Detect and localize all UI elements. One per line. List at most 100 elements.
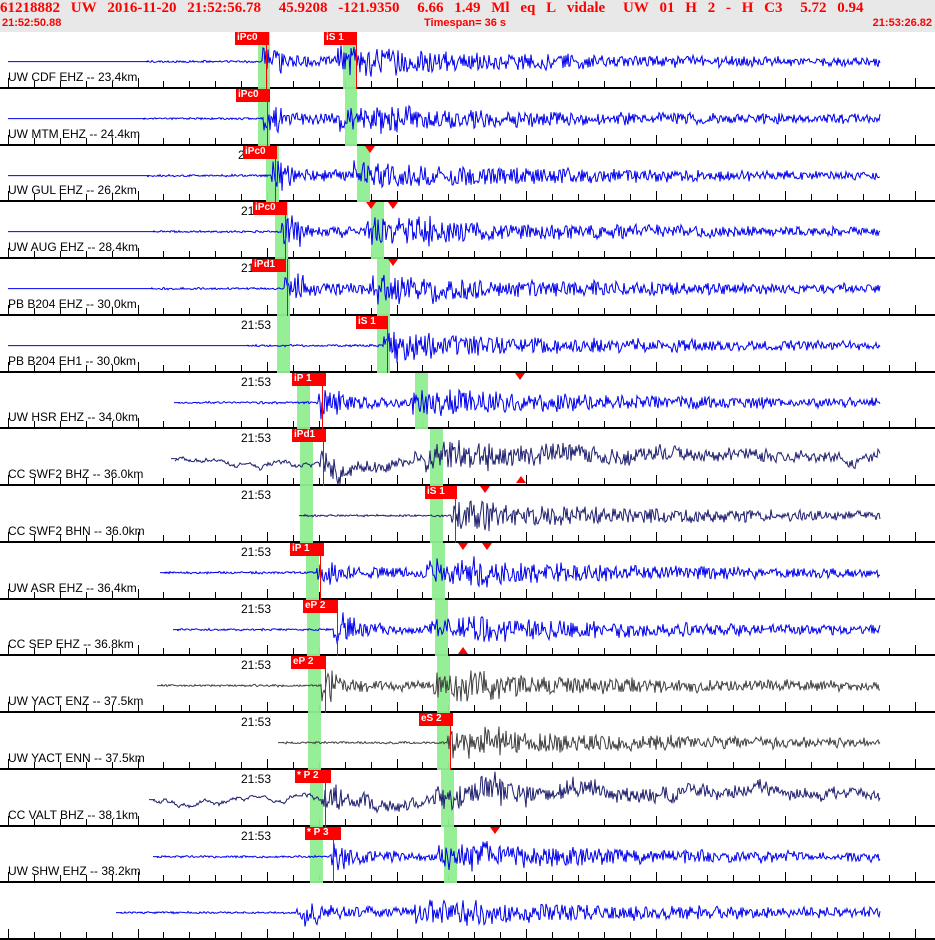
- p-phase-band: [310, 826, 323, 884]
- trace-row[interactable]: 21:53 eP 2 CC SEP EHZ -- 36.8km: [0, 599, 935, 657]
- axis-tick: [552, 761, 553, 768]
- trace-row[interactable]: 21:53 iS 1 PB B204 EH1 -- 30.0km: [0, 315, 935, 373]
- axis-tick: [707, 80, 708, 87]
- time-axis-ticks: [0, 588, 935, 598]
- trace-row[interactable]: 21:53iPd1PB B204 EHZ -- 30.0km: [0, 259, 935, 316]
- trace-row[interactable]: 21:53 iP 1 UW ASR EHZ -- 36.4km: [0, 542, 935, 600]
- window-start-time: 21:52:50.88: [2, 17, 62, 29]
- axis-tick: [241, 80, 242, 87]
- phase-pick-label[interactable]: iP 1: [290, 542, 324, 556]
- axis-tick: [422, 137, 423, 144]
- axis-tick: [345, 818, 346, 825]
- axis-tick: [500, 761, 501, 768]
- axis-tick: [707, 364, 708, 371]
- axis-tick: [241, 194, 242, 201]
- axis-tick: [681, 818, 682, 825]
- axis-tick: [163, 194, 164, 201]
- axis-tick: [422, 364, 423, 371]
- phase-pick-line: [333, 826, 334, 884]
- latitude: 45.9208: [278, 0, 328, 16]
- phase-pick-label[interactable]: iS 1: [425, 486, 457, 499]
- axis-tick: [863, 478, 864, 484]
- trace-separator: [0, 881, 935, 884]
- trace-row[interactable]: 21:53 iPd1 CC SWF2 BHZ -- 36.0km: [0, 429, 935, 486]
- axis-tick: [500, 421, 501, 428]
- axis-tick: [681, 761, 682, 768]
- axis-tick: [189, 307, 190, 314]
- phase-pick-label[interactable]: iPc0: [235, 32, 269, 45]
- phase-pick-label[interactable]: iPd1: [252, 259, 286, 272]
- axis-tick: [656, 191, 657, 201]
- axis-tick: [319, 932, 320, 938]
- axis-tick: [163, 307, 164, 314]
- axis-tick: [552, 137, 553, 144]
- s-phase-band: [357, 145, 370, 203]
- amplitude-marker-triangle: [366, 202, 376, 210]
- phase-pick-label[interactable]: eP 2: [291, 656, 325, 670]
- axis-tick: [889, 932, 890, 938]
- trace-row[interactable]: 21:53 iP 1 UW HSR EHZ -- 34.0km: [0, 372, 935, 430]
- axis-tick: [915, 418, 916, 428]
- axis-tick: [34, 478, 35, 484]
- axis-tick: [552, 705, 553, 711]
- axis-tick: [500, 478, 501, 484]
- trace-row[interactable]: 21:53 * P 3 UW SHW EHZ -- 38.2km: [0, 826, 935, 884]
- phase-pick-label[interactable]: iP 1: [292, 372, 326, 386]
- phase-pick-label[interactable]: iPc0: [236, 88, 270, 102]
- axis-tick: [733, 648, 734, 655]
- axis-tick: [163, 875, 164, 882]
- axis-tick: [863, 932, 864, 938]
- axis-tick: [863, 875, 864, 882]
- trace-separator: [0, 257, 935, 259]
- trace-row[interactable]: 21:53 eS 2 UW YACT ENN -- 37.5km: [0, 713, 935, 770]
- axis-tick: [500, 364, 501, 371]
- trace-row[interactable]: 21:53 eP 2 UW YACT ENZ -- 37.5km: [0, 656, 935, 713]
- trace-row[interactable]: 21:53iPc0UW MTM EHZ -- 24.4km: [0, 88, 935, 146]
- phase-pick-label[interactable]: iPc0: [253, 202, 287, 216]
- axis-tick: [474, 194, 475, 201]
- axis-tick: [345, 648, 346, 655]
- phase-pick-label[interactable]: eP 2: [303, 599, 337, 613]
- phase-pick-label[interactable]: iS 1: [324, 32, 356, 45]
- phase-pick-label[interactable]: eS 2: [419, 713, 453, 726]
- axis-tick: [526, 418, 527, 428]
- trace-time-label: 21:53: [241, 544, 272, 559]
- axis-tick: [915, 77, 916, 87]
- axis-tick: [733, 705, 734, 711]
- trace-time-label: 21:53: [241, 488, 272, 502]
- axis-tick: [267, 418, 268, 428]
- trace-row[interactable]: 21:53iPc0UW GUL EHZ -- 26.2km: [0, 145, 935, 203]
- phase-pick-label[interactable]: iPc0: [243, 145, 277, 159]
- axis-tick: [474, 307, 475, 314]
- axis-tick: [707, 648, 708, 655]
- trace-row[interactable]: 21:53iPc0iS 1UW CDF EHZ -- 23.4km: [0, 32, 935, 89]
- axis-tick: [656, 361, 657, 371]
- phase-pick-label[interactable]: * P 3: [305, 826, 341, 840]
- phase-pick-line: [320, 542, 321, 600]
- axis-tick: [785, 929, 786, 938]
- phase-pick-label[interactable]: iPd1: [292, 429, 326, 443]
- axis-tick: [60, 534, 61, 541]
- axis-tick: [8, 758, 9, 768]
- trace-row[interactable]: 21:53iPc0UW AUG EHZ -- 28.4km: [0, 202, 935, 259]
- trace-row[interactable]: 21:53 iS 1 CC SWF2 BHN -- 36.0km: [0, 486, 935, 543]
- trace-row[interactable]: 21:53 * P 2 CC VALT BHZ -- 38.1km: [0, 769, 935, 827]
- axis-tick: [526, 758, 527, 768]
- phase-pick-label[interactable]: * P 2: [295, 769, 331, 783]
- axis-tick: [112, 761, 113, 768]
- axis-tick: [707, 932, 708, 938]
- axis-tick: [578, 421, 579, 428]
- axis-tick: [500, 80, 501, 87]
- axis-tick: [371, 137, 372, 144]
- axis-tick: [889, 818, 890, 825]
- axis-tick: [189, 705, 190, 711]
- axis-tick: [422, 80, 423, 87]
- axis-tick: [293, 307, 294, 314]
- axis-tick: [811, 421, 812, 428]
- axis-tick: [189, 80, 190, 87]
- axis-tick: [86, 761, 87, 768]
- axis-tick: [915, 645, 916, 655]
- axis-tick: [138, 531, 139, 541]
- axis-tick: [397, 248, 398, 257]
- trace-row[interactable]: [0, 883, 935, 940]
